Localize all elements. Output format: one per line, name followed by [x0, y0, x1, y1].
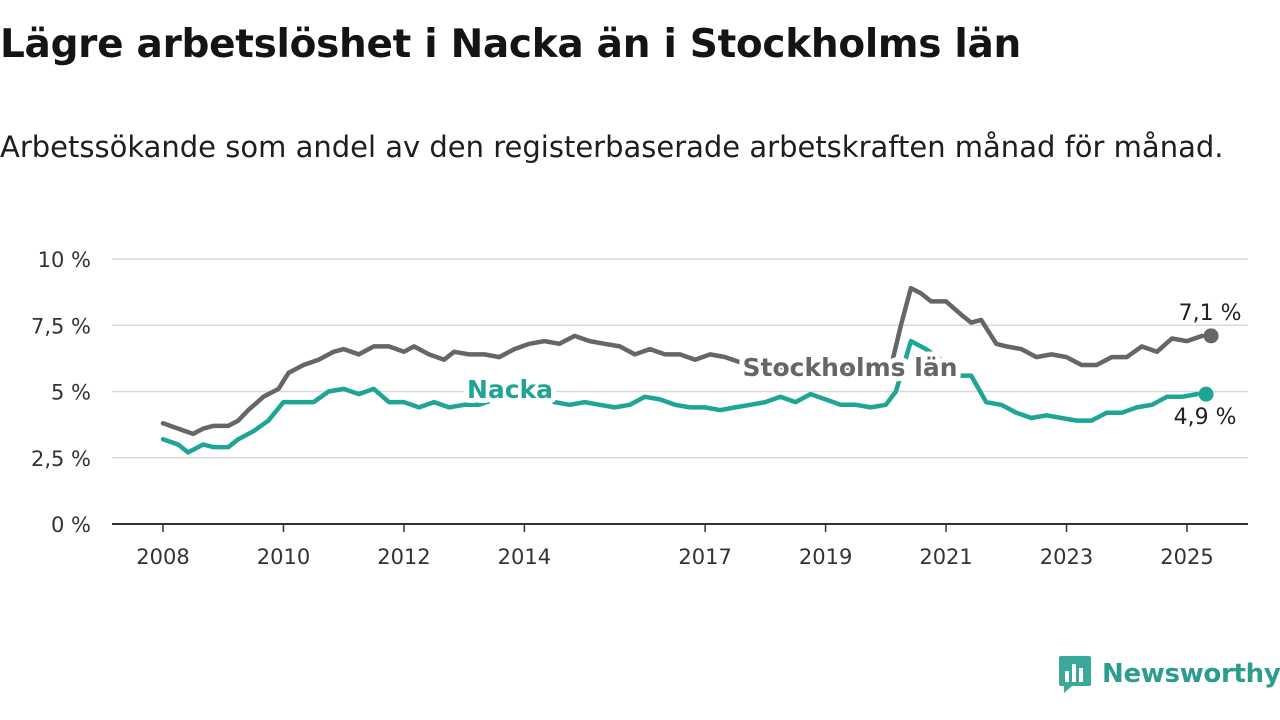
y-tick-label: 7,5 %: [31, 314, 91, 338]
x-tick-label: 2023: [1040, 545, 1093, 569]
series-line: [160, 285, 1205, 437]
chart-title: Lägre arbetslöshet i Nacka än i Stockhol…: [0, 22, 1021, 67]
brand-name: Newsworthy: [1102, 659, 1280, 689]
y-tick-label: 10 %: [38, 248, 91, 272]
series-label: Nacka: [467, 375, 553, 404]
line-chart: 0 % 2,5 % 5 % 7,5 % 10 % 2008 2010 2012 2014 2017…: [31, 248, 1248, 569]
series-end-dot: [1203, 328, 1219, 344]
x-tick-label: 2025: [1160, 545, 1213, 569]
axes: 0 % 2,5 % 5 % 7,5 % 10 % 2008 2010 2012 2014 2017…: [31, 248, 1248, 569]
x-tick-label: 2021: [919, 545, 972, 569]
newsworthy-brand: Newsworthy: [1058, 652, 1280, 696]
x-tick-label: 2010: [257, 545, 310, 569]
series-label: Stockholms län: [743, 353, 958, 382]
x-tick-label: 2014: [498, 545, 551, 569]
series-lines: [160, 285, 1219, 455]
x-tick-label: 2012: [377, 545, 430, 569]
labels: 7,1 % Stockholms län 4,9 % Nacka: [462, 301, 1242, 430]
y-tick-label: 2,5 %: [31, 447, 91, 471]
x-tick-label: 2008: [136, 545, 189, 569]
series-end-dot: [1198, 386, 1214, 402]
series-end-label: 7,1 %: [1179, 301, 1242, 326]
gridlines: [112, 258, 1248, 459]
chart-bars-icon: [1059, 656, 1091, 693]
series-end-label: 4,9 %: [1174, 405, 1237, 430]
y-tick-label: 0 %: [51, 513, 91, 537]
chart-subtitle: Arbetssökande som andel av den registerb…: [0, 130, 1224, 164]
series-line: [160, 338, 1200, 455]
x-tick-label: 2019: [799, 545, 852, 569]
x-tick-label: 2017: [678, 545, 731, 569]
y-tick-label: 5 %: [51, 381, 91, 405]
